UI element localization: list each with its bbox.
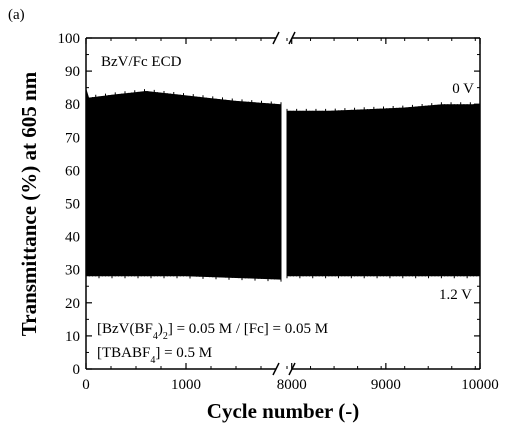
concentration-condition-2: [TBABF4] = 0.5 M (97, 345, 212, 366)
condition-1-part-a: [BzV(BF (97, 321, 153, 337)
concentration-condition-1: [BzV(BF4)2] = 0.05 M / [Fc] = 0.05 M (97, 321, 328, 342)
panel-label: (a) (8, 7, 25, 23)
voltage-label-1-2v: 1.2 V (439, 287, 472, 303)
condition-1-sub-a: 4 (153, 331, 158, 342)
y-tick-label: 0 (73, 362, 81, 378)
y-tick-label: 40 (65, 230, 80, 246)
y-tick-label: 20 (65, 296, 80, 312)
y-tick-label: 90 (65, 64, 80, 80)
condition-2-sub-a: 4 (150, 355, 155, 366)
axis-break-mark-top (272, 31, 280, 45)
condition-2-part-b: ] = 0.5 M (155, 345, 212, 361)
condition-1-sub-b: 2 (163, 331, 168, 342)
cycle-traces-segment-1 (85, 85, 282, 282)
x-tick-label: 10000 (461, 377, 499, 393)
y-tick-label: 70 (65, 130, 80, 146)
voltage-label-0v: 0 V (452, 81, 474, 97)
cycle-traces-segment-2 (286, 102, 481, 279)
x-tick-label: 8000 (277, 377, 307, 393)
x-tick-label: 1000 (171, 377, 201, 393)
x-tick-label: 9000 (371, 377, 401, 393)
y-axis-title: Transmittance (%) at 605 nm (17, 71, 41, 336)
condition-1-part-c: ] = 0.05 M / [Fc] = 0.05 M (168, 321, 328, 337)
condition-1-part-b: ) (158, 321, 163, 337)
x-axis-title: Cycle number (-) (207, 399, 359, 423)
y-tick-label: 50 (65, 197, 80, 213)
axes (85, 31, 481, 376)
y-tick-label: 80 (65, 97, 80, 113)
y-tick-label: 60 (65, 163, 80, 179)
condition-2-part-a: [TBABF (97, 345, 150, 361)
data-layer (85, 85, 481, 282)
y-tick-label: 30 (65, 263, 80, 279)
axis-break-mark-bottom (272, 362, 280, 376)
y-tick-label: 100 (58, 31, 81, 47)
y-tick-label: 10 (65, 329, 80, 345)
x-tick-label: 0 (82, 377, 90, 393)
sample-label: BzV/Fc ECD (101, 54, 182, 70)
